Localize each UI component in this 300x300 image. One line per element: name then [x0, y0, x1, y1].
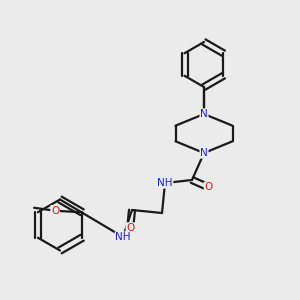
Text: O: O	[126, 223, 134, 233]
Text: N: N	[200, 148, 208, 158]
Text: O: O	[204, 182, 213, 192]
Text: N: N	[200, 109, 208, 119]
Text: O: O	[51, 206, 59, 216]
Text: NH: NH	[157, 178, 173, 188]
Text: NH: NH	[115, 232, 131, 242]
